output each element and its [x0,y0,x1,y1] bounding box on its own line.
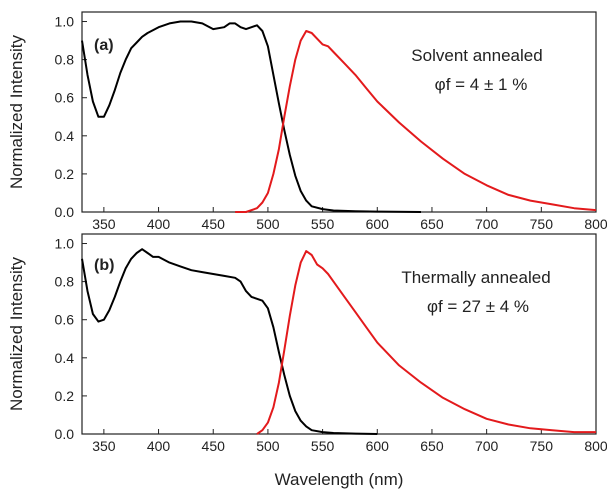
x-tick-label-a: 650 [420,216,444,232]
plot-frame-b [81,233,597,435]
x-tick-label-a: 800 [584,216,607,232]
series-group-b [81,248,596,435]
panel-label-b: (b) [94,257,114,274]
x-tick-label-b: 650 [420,438,444,454]
y-tick-label-a: 0.8 [55,52,75,68]
x-tick-label-a: 750 [530,216,554,232]
x-tick-label-b: 800 [584,438,607,454]
x-tick-label-a: 500 [256,216,280,232]
annotation-qy-b: φf = 27 ± 4 % [427,297,529,316]
plot-frame-a [81,11,597,213]
x-tick-label-b: 750 [530,438,554,454]
x-tick-label-b: 550 [311,438,335,454]
ticks-b: 350 400 450 500 550 600 650 700 750 800 0.0 0.2 0.4 0… [55,236,607,454]
y-tick-label-b: 1.0 [55,236,75,252]
x-tick-label-b: 700 [475,438,499,454]
y-tick-label-b: 0.0 [55,426,75,442]
annotation-title-a: Solvent annealed [411,46,542,65]
absorption-line-b [81,248,378,435]
y-axis-title-a: Normalized Intensity [7,35,26,190]
x-tick-label-b: 450 [202,438,226,454]
y-tick-label-a: 1.0 [55,14,75,30]
series-group-a [81,20,597,213]
emission-line-a [235,30,597,213]
annotation-title-b: Thermally annealed [401,268,550,287]
y-tick-label-b: 0.6 [55,312,75,328]
x-tick-label-b: 500 [256,438,280,454]
panel-a: (a) Solvent annealed φf = 4 ± 1 % 350 400… [55,11,607,232]
x-tick-label-b: 600 [366,438,390,454]
x-tick-label-b: 350 [92,438,116,454]
x-tick-label-a: 700 [475,216,499,232]
y-tick-label-a: 0.2 [55,166,75,182]
x-tick-label-a: 400 [147,216,171,232]
y-tick-label-b: 0.8 [55,274,75,290]
y-tick-label-b: 0.4 [55,350,75,366]
y-tick-label-a: 0.6 [55,90,75,106]
x-tick-label-a: 550 [311,216,335,232]
panel-b: (b) Thermally annealed φf = 27 ± 4 % 350… [55,233,607,454]
y-axis-title-b: Normalized Intensity [7,257,26,412]
x-tick-label-a: 600 [366,216,390,232]
x-tick-label-b: 400 [147,438,171,454]
y-tick-label-b: 0.2 [55,388,75,404]
x-axis-title: Wavelength (nm) [275,470,404,489]
ticks-a: 350 400 450 500 550 600 650 700 750 800 0.0 0.2 0.4 0… [55,14,607,232]
annotation-qy-a: φf = 4 ± 1 % [435,75,528,94]
absorption-line-a [81,20,422,213]
panel-label-a: (a) [94,37,114,54]
emission-line-b [256,250,596,435]
x-tick-label-a: 350 [92,216,116,232]
x-tick-label-a: 450 [202,216,226,232]
y-tick-label-a: 0.0 [55,204,75,220]
y-tick-label-a: 0.4 [55,128,75,144]
